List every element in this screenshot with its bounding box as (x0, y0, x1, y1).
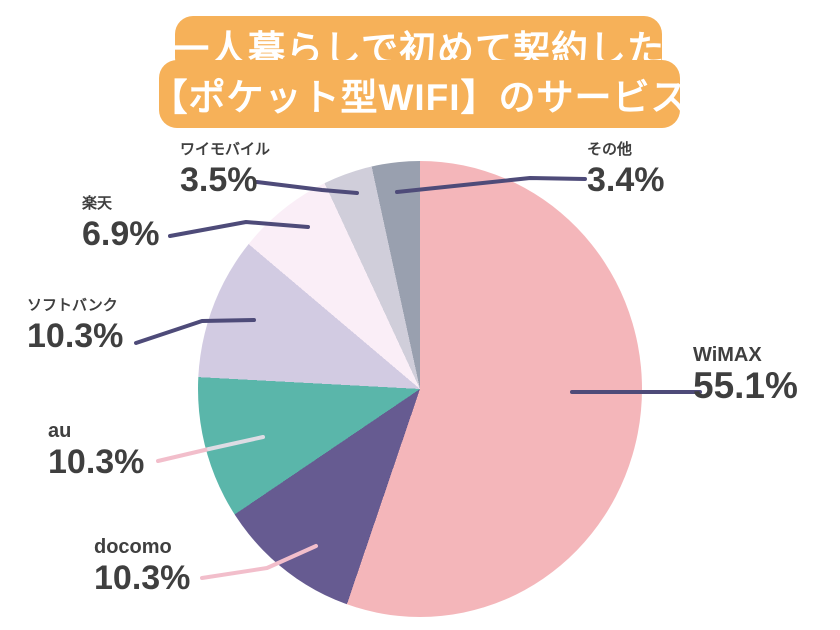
callout-au-name: au (48, 420, 72, 442)
callout-ymobile-value: 3.5% (180, 161, 258, 199)
callout-docomo: docomo 10.3% (94, 536, 191, 597)
callout-softbank: ソフトバンク 10.3% (27, 295, 123, 354)
callout-wimax-name: WiMAX (693, 344, 762, 366)
callout-wimax-value: 55.1% (693, 365, 798, 406)
callout-sonota: その他 3.4% (587, 139, 665, 198)
callout-docomo-name: docomo (94, 536, 172, 558)
callout-rakuten-name: 楽天 (82, 195, 113, 212)
callout-rakuten: 楽天 6.9% (82, 193, 160, 252)
callout-rakuten-value: 6.9% (82, 215, 160, 253)
callout-softbank-name: ソフトバンク (27, 297, 118, 314)
callout-ymobile-name: ワイモバイル (180, 141, 271, 158)
callout-docomo-value: 10.3% (94, 559, 191, 597)
callout-au: au 10.3% (48, 420, 145, 481)
callout-wimax: WiMAX 55.1% (693, 344, 798, 406)
callout-softbank-value: 10.3% (27, 317, 124, 355)
callout-ymobile: ワイモバイル 3.5% (180, 139, 270, 198)
pie-chart (198, 161, 642, 617)
chart-title-line2: 【ポケット型WIFI】のサービス (150, 60, 688, 128)
leader-line-au-outer (156, 447, 211, 463)
callout-sonota-value: 3.4% (587, 161, 665, 199)
callout-sonota-name: その他 (587, 141, 633, 158)
callout-au-value: 10.3% (48, 443, 145, 481)
